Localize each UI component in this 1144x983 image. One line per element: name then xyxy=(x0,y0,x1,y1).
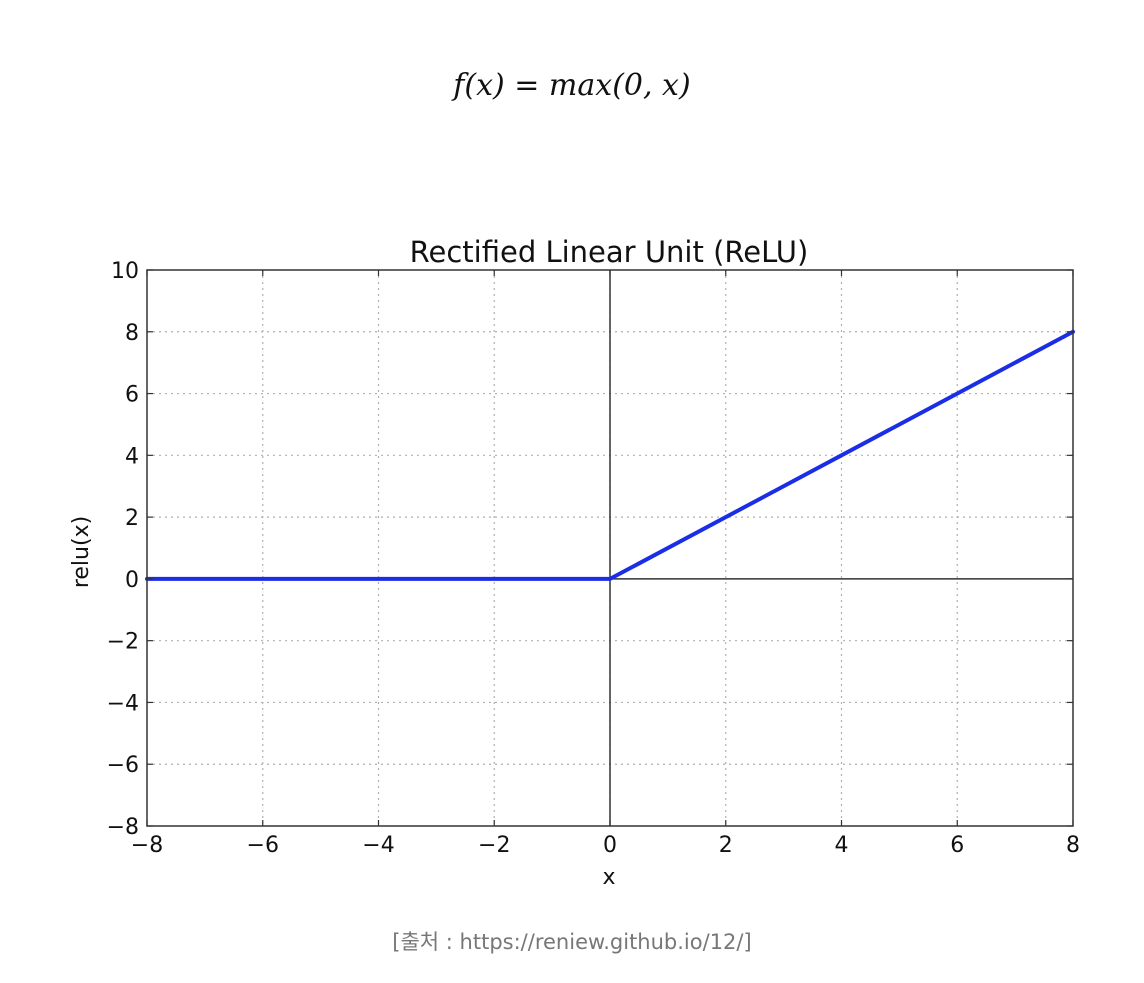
x-tick-label: 2 xyxy=(719,833,733,858)
y-tick-label: 8 xyxy=(125,321,139,346)
y-axis-label: relu(x) xyxy=(69,516,94,588)
y-tick-labels: −8 −6 −4 −2 0 2 4 6 8 10 xyxy=(107,259,139,840)
x-tick-label: −4 xyxy=(362,833,394,858)
y-tick-label: −2 xyxy=(107,630,139,655)
y-tick-label: 4 xyxy=(125,444,139,469)
series-layer xyxy=(145,329,1075,581)
x-tick-labels: −8 −6 −4 −2 0 2 4 6 8 xyxy=(131,833,1080,858)
zero-axis-lines xyxy=(147,270,1073,826)
source-caption: [출처 : https://reniew.github.io/12/] xyxy=(392,930,752,954)
x-tick-label: −2 xyxy=(478,833,510,858)
y-tick-label: 0 xyxy=(125,568,139,593)
x-tick-label: −6 xyxy=(247,833,279,858)
x-tick-label: 8 xyxy=(1066,833,1080,858)
y-tick-label: 10 xyxy=(111,259,139,284)
y-tick-label: −4 xyxy=(107,691,139,716)
tick-marks xyxy=(146,269,1074,827)
formula: f(x) = max(0, x) xyxy=(453,68,691,103)
x-tick-label: 4 xyxy=(835,833,849,858)
y-tick-label: −8 xyxy=(107,815,139,840)
chart-title: Rectified Linear Unit (ReLU) xyxy=(410,235,809,269)
x-tick-label: 6 xyxy=(950,833,964,858)
x-tick-label: 0 xyxy=(603,833,617,858)
y-tick-label: 6 xyxy=(125,383,139,408)
x-tick-label: −8 xyxy=(131,833,163,858)
y-tick-label: −6 xyxy=(107,753,139,778)
relu-series-line xyxy=(145,329,1075,581)
y-tick-label: 2 xyxy=(125,506,139,531)
x-axis-label: x xyxy=(602,865,615,890)
